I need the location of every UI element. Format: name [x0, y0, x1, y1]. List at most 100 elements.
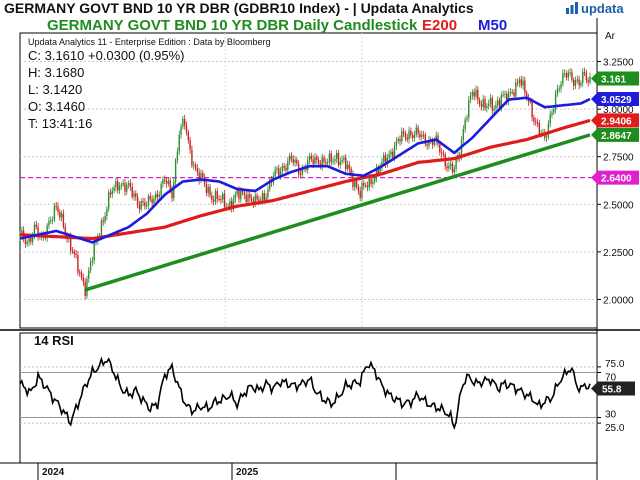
- candle-body: [317, 159, 320, 164]
- trendline: [84, 133, 591, 292]
- candle-body: [135, 193, 137, 198]
- candle-body: [183, 118, 186, 126]
- candle-body: [422, 134, 425, 136]
- candle-body: [563, 73, 566, 75]
- candle-body: [589, 76, 591, 83]
- x-tick-label: 2024: [42, 467, 65, 478]
- candle-body: [491, 98, 493, 111]
- candle-body: [428, 139, 430, 146]
- candle-body: [402, 131, 405, 134]
- candle-body: [278, 168, 280, 176]
- candle-body: [440, 152, 443, 154]
- candle-body: [118, 185, 121, 191]
- candle-body: [580, 82, 582, 86]
- candle-body: [411, 135, 414, 139]
- candle-body: [406, 137, 408, 140]
- candle-body: [525, 92, 528, 98]
- ohlc-time: T: 13:41:16: [28, 116, 93, 131]
- candle-body: [292, 159, 294, 163]
- candle-body: [131, 186, 133, 197]
- candle-body: [178, 134, 180, 152]
- candle-body: [120, 184, 123, 186]
- candle-body: [413, 134, 416, 139]
- candle-body: [497, 100, 499, 106]
- price-tag-label: 2.6400: [601, 174, 632, 185]
- candle-body: [502, 94, 504, 96]
- price-tag-label: 2.9406: [601, 116, 632, 127]
- axis-unit-label: Ar: [605, 31, 615, 42]
- candle-body: [55, 205, 57, 207]
- candle-body: [138, 204, 141, 210]
- candle-body: [140, 201, 142, 210]
- price-tag: [591, 71, 639, 86]
- candle-body: [220, 199, 222, 201]
- candle-body: [198, 172, 200, 181]
- candle-body: [62, 213, 65, 227]
- candle-body: [522, 80, 524, 86]
- candle-body: [334, 158, 336, 162]
- candle-body: [165, 181, 168, 184]
- candle-body: [368, 176, 370, 188]
- candle-body: [106, 208, 108, 217]
- candle-body: [75, 253, 77, 256]
- candle-body: [283, 165, 285, 168]
- candle-body: [466, 117, 468, 120]
- candle-body: [433, 141, 436, 145]
- candle-body: [326, 162, 329, 164]
- price-tag: [591, 127, 639, 142]
- e200-line: [19, 118, 591, 241]
- candle-body: [381, 162, 383, 168]
- ohlc-low: L: 3.1420: [28, 82, 83, 97]
- candle-body: [243, 192, 246, 196]
- price-tag-label: 3.161: [601, 74, 626, 85]
- candle-body: [393, 146, 396, 158]
- candle-body: [155, 193, 157, 199]
- x-tick-label: 2025: [236, 467, 259, 478]
- candle-body: [299, 174, 302, 176]
- candle-body: [21, 230, 23, 234]
- candle-body: [312, 159, 314, 164]
- candle-body: [231, 200, 233, 209]
- candle-body: [263, 193, 265, 201]
- candle-body: [482, 99, 484, 107]
- candle-body: [354, 181, 356, 188]
- candle-body: [88, 270, 90, 279]
- candle-body: [355, 181, 358, 187]
- candle-body: [390, 151, 392, 155]
- candle-body: [267, 189, 269, 198]
- candle-body: [439, 144, 441, 153]
- candle-body: [218, 198, 220, 200]
- candle-body: [296, 159, 298, 164]
- candle-body: [372, 182, 374, 184]
- candle-body: [498, 100, 501, 108]
- candle-body: [113, 187, 115, 191]
- candle-body: [294, 159, 296, 163]
- candle-body: [316, 156, 318, 160]
- rsi-tick-label: 25.0: [605, 423, 625, 434]
- candle-body: [209, 186, 211, 196]
- candle-body: [335, 152, 338, 159]
- candle-body: [64, 226, 66, 235]
- candle-body: [290, 155, 293, 160]
- rsi-value-tag: [591, 381, 635, 396]
- candle-body: [180, 126, 182, 135]
- candle-body: [207, 186, 209, 193]
- candle-body: [421, 134, 423, 138]
- price-tag: [591, 92, 639, 107]
- price-tick-label: 2.2500: [603, 248, 634, 259]
- candle-body: [102, 220, 104, 222]
- candle-body: [126, 185, 128, 192]
- candle-body: [238, 190, 240, 200]
- candle-body: [507, 92, 510, 102]
- candle-body: [193, 164, 195, 166]
- brand-name: updata: [581, 1, 624, 16]
- rsi-title: 14 RSI: [34, 333, 74, 348]
- candle-body: [234, 194, 237, 200]
- candle-body: [475, 89, 477, 97]
- candle-body: [408, 130, 410, 140]
- candle-body: [328, 153, 331, 163]
- candle-body: [487, 103, 490, 107]
- candle-body: [223, 193, 226, 208]
- candle-body: [366, 185, 369, 188]
- candle-body: [265, 197, 267, 201]
